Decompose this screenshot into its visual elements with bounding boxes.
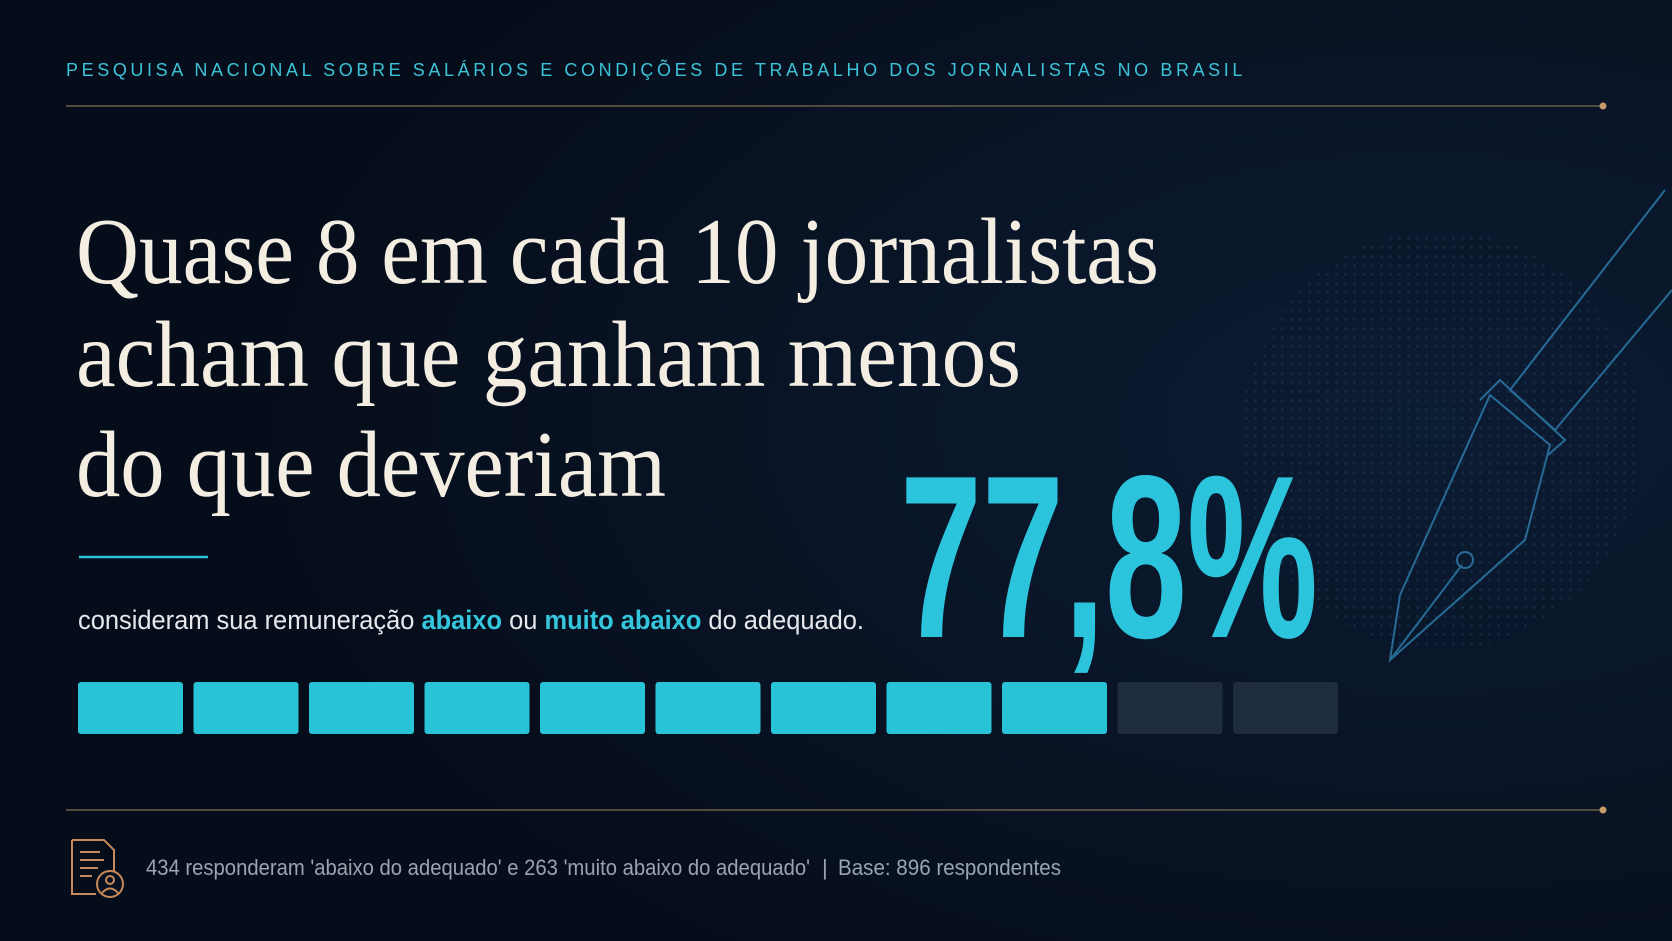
footer-text: 434 responderam 'abaixo do adequado' e 2… bbox=[146, 855, 1061, 880]
subtitle-text: ou bbox=[502, 605, 544, 635]
progress-blocks bbox=[78, 682, 1338, 734]
block-filled bbox=[78, 682, 183, 734]
subtitle-highlight: muito abaixo bbox=[545, 605, 702, 635]
block-filled bbox=[424, 682, 530, 734]
map-dots bbox=[1240, 230, 1640, 650]
divider-dot bbox=[1599, 806, 1607, 814]
subtitle-text: do adequado. bbox=[701, 605, 864, 635]
headline-line: Quase 8 em cada 10 jornalistas bbox=[76, 200, 1159, 304]
block-filled bbox=[1002, 682, 1107, 734]
footer-base: Base: 896 respondentes bbox=[838, 855, 1061, 880]
block-filled bbox=[771, 682, 876, 734]
footer-separator: | bbox=[822, 855, 828, 880]
big-statistic: 77,8% bbox=[900, 428, 1318, 687]
pen-illustration bbox=[1388, 189, 1672, 663]
subtitle: consideram sua remuneração abaixo ou mui… bbox=[78, 605, 864, 635]
block-filled bbox=[886, 682, 992, 734]
footer-note: 434 responderam 'abaixo do adequado' e 2… bbox=[146, 855, 810, 880]
subtitle-highlight: abaixo bbox=[421, 605, 502, 635]
block-filled bbox=[193, 682, 299, 734]
headline-line: do que deveriam bbox=[76, 413, 666, 517]
subtitle-text: consideram sua remuneração bbox=[78, 605, 421, 635]
block-empty bbox=[1117, 682, 1223, 734]
document-icon bbox=[71, 839, 124, 898]
headline-line: acham que ganham menos bbox=[76, 303, 1021, 407]
header-title: PESQUISA NACIONAL SOBRE SALÁRIOS E CONDI… bbox=[66, 59, 1246, 80]
block-filled bbox=[655, 682, 761, 734]
block-empty bbox=[1233, 682, 1338, 734]
block-filled bbox=[540, 682, 645, 734]
block-filled bbox=[309, 682, 414, 734]
divider-dot bbox=[1599, 102, 1607, 110]
